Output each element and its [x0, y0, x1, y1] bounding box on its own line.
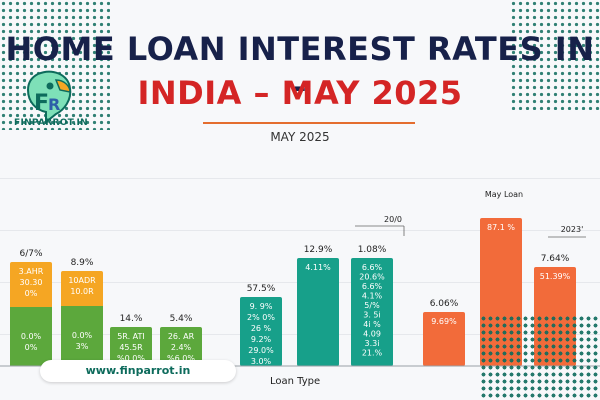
bar-top-label: 6/7%: [19, 249, 42, 259]
bar: [110, 327, 152, 366]
bar-value-label: %0 0%: [117, 354, 145, 363]
bar-value-label: 26 %: [251, 324, 272, 333]
annotation-2023: 2023': [561, 225, 584, 234]
bar-value-label: 2% 0%: [247, 313, 275, 322]
bar-segment: [10, 307, 52, 366]
dot-pattern-bottom-right: [480, 315, 600, 400]
bar-value-label: 29.0%: [248, 346, 274, 355]
bar-value-label: 3. 5i: [363, 311, 381, 320]
annotation-may-loan: May Loan: [485, 190, 523, 199]
bar-value-label: 5R. ATI: [117, 332, 145, 341]
website-url[interactable]: www.finparrot.in: [40, 360, 236, 382]
bar-top-label: 12.9%: [304, 245, 333, 255]
dot-pattern-top-right: [510, 0, 600, 110]
title-underline: [203, 122, 415, 124]
bar-segment-label: 3%: [76, 342, 89, 351]
title-line-2: INDIA – MAY 2025: [137, 74, 463, 112]
bar-value-label: 51.39%: [540, 272, 571, 281]
annotation-2020: 20/0: [384, 215, 402, 224]
bar-segment-label: 0.0%: [21, 332, 42, 341]
bar-top-label: 5.4%: [170, 314, 193, 324]
bar-value-label: 10ADR: [68, 276, 96, 285]
bar-value-label: 30.30: [20, 278, 43, 287]
bar: [160, 327, 202, 366]
bar-value-label: 26. AR: [168, 332, 195, 341]
bar-top-label: 1.08%: [358, 245, 387, 255]
bar-value-label: %6 0%: [167, 354, 195, 363]
bar-value-label: 3.0%: [251, 357, 272, 366]
bar-value-label: 9.2%: [251, 335, 272, 344]
bar-value-label: 4.11%: [305, 263, 331, 272]
bar-value-label: 10.0R: [70, 287, 94, 296]
x-axis-label: Loan Type: [270, 376, 321, 387]
title-line-1: HOME LOAN INTEREST RATES IN -: [5, 30, 595, 106]
bar-value-label: 4.09: [363, 330, 381, 339]
parrot-logo-icon: F R: [16, 66, 86, 132]
bar-value-label: 9.69%: [431, 317, 457, 326]
chart-subtitle: MAY 2025: [270, 130, 330, 144]
bar-value-label: 9. 9%: [250, 302, 273, 311]
bar-value-label: 20.6%: [359, 273, 385, 282]
bar-value-label: 4.1%: [362, 292, 383, 301]
bar-top-label: 7.64%: [541, 254, 570, 264]
bar: [297, 258, 339, 366]
bar-value-label: 6.6%: [362, 263, 383, 272]
bar-value-label: 6.6%: [362, 282, 383, 291]
bar-value-label: 45.5R: [119, 343, 143, 352]
website-url-text: www.finparrot.in: [85, 364, 191, 377]
bar-value-label: 2.4%: [171, 343, 192, 352]
logo-text: FINPARROT.IN: [14, 118, 88, 128]
bar: [351, 258, 393, 366]
gridline: [0, 178, 600, 179]
svg-text:F: F: [34, 91, 49, 116]
bar-top-label: 14.%: [120, 314, 143, 324]
bar-value-label: 3.AHR: [19, 267, 44, 276]
bar: [240, 297, 282, 366]
bar-value-label: 0%: [25, 289, 38, 298]
bar-segment-label: 0%: [25, 343, 38, 352]
bar-value-label: 87.1 %: [487, 223, 515, 232]
bar-top-label: 6.06%: [430, 299, 459, 309]
bar-value-label: 4i %: [363, 320, 381, 329]
bar-top-label: 57.5%: [247, 284, 276, 294]
bar-top-label: 8.9%: [71, 258, 94, 268]
bar-segment-label: 0.0%: [72, 331, 93, 340]
gridline: [0, 230, 600, 231]
bar-value-label: 5/%: [364, 301, 380, 310]
bar-value-label: 3.3i: [365, 339, 380, 348]
bar: [423, 312, 465, 366]
bar-segment: [61, 306, 103, 366]
bar-value-label: 21.%: [362, 349, 383, 358]
svg-text:R: R: [48, 95, 60, 114]
